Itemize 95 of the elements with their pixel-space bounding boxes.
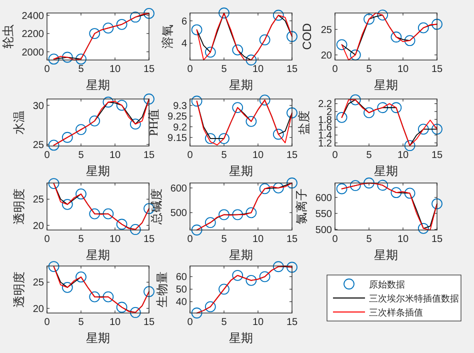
x-tick-label: 15 xyxy=(431,150,443,161)
x-tick-label: 0 xyxy=(44,150,50,161)
y-tick-label: 500 xyxy=(170,208,188,220)
y-tick-label: 500 xyxy=(315,224,332,236)
x-tick-label: 0 xyxy=(332,150,338,161)
x-tick-label: 10 xyxy=(109,317,121,328)
x-tick-label: 10 xyxy=(109,64,121,75)
y-tick-label: 1.2 xyxy=(318,138,332,150)
y-tick-label: 25 xyxy=(32,140,44,151)
x-axis-title: 星期 xyxy=(86,248,110,262)
x-tick-label: 15 xyxy=(286,317,298,328)
y-tick-label: 600 xyxy=(315,192,332,204)
x-axis-title: 星期 xyxy=(229,78,253,92)
x-tick-label: 10 xyxy=(252,64,264,75)
x-tick-label: 15 xyxy=(431,64,443,75)
x-tick-label: 10 xyxy=(109,150,121,161)
y-axis-title: 溶氧 xyxy=(160,24,174,48)
x-tick-label: 10 xyxy=(397,64,409,75)
x-tick-label: 0 xyxy=(187,234,194,245)
x-tick-label: 5 xyxy=(366,64,372,75)
x-tick-label: 15 xyxy=(286,64,298,75)
y-tick-label: 40 xyxy=(176,297,188,308)
y-axis-title: 透明度 xyxy=(12,272,26,308)
x-tick-label: 15 xyxy=(286,234,298,245)
y-tick-label: 25 xyxy=(320,24,332,36)
x-tick-label: 0 xyxy=(187,317,194,328)
x-axis-title: 星期 xyxy=(86,78,110,92)
y-tick-label: 20 xyxy=(320,50,332,62)
x-tick-label: 10 xyxy=(252,150,264,161)
y-axis-title: 生物量 xyxy=(154,272,169,308)
y-tick-label: 20 xyxy=(32,220,44,232)
y-tick-label: 30 xyxy=(32,100,44,112)
x-axis-title: 星期 xyxy=(229,331,253,345)
x-tick-label: 5 xyxy=(366,150,372,161)
y-tick-label: 50 xyxy=(176,284,188,296)
x-tick-label: 10 xyxy=(252,317,264,328)
y-tick-label: 60 xyxy=(176,272,188,284)
x-tick-label: 10 xyxy=(252,234,264,245)
y-axis-title: 总碱度 xyxy=(149,188,164,226)
y-tick-label: 550 xyxy=(315,208,332,220)
x-axis-title: 星期 xyxy=(86,164,110,178)
x-axis-title: 星期 xyxy=(229,248,253,262)
x-axis-title: 星期 xyxy=(229,164,253,178)
x-tick-label: 0 xyxy=(187,150,194,161)
x-tick-label: 15 xyxy=(143,64,155,75)
y-tick-label: 2000 xyxy=(22,47,44,58)
y-tick-label: 6 xyxy=(181,16,188,28)
x-tick-label: 0 xyxy=(187,64,194,75)
x-tick-label: 0 xyxy=(332,234,338,245)
x-tick-label: 0 xyxy=(44,234,50,245)
y-tick-label: 9.3 xyxy=(173,100,188,112)
y-tick-label: 2200 xyxy=(22,29,44,40)
x-tick-label: 10 xyxy=(397,150,409,161)
x-tick-label: 10 xyxy=(109,234,121,245)
x-axis-title: 星期 xyxy=(86,331,110,345)
y-axis-title: COD xyxy=(300,22,314,50)
x-tick-label: 15 xyxy=(431,234,443,245)
x-tick-label: 5 xyxy=(78,317,84,328)
y-tick-label: 25 xyxy=(32,278,44,289)
x-tick-label: 15 xyxy=(143,234,155,245)
y-tick-label: 9.25 xyxy=(168,112,188,123)
y-axis-title: 轮虫 xyxy=(0,24,15,48)
x-axis-title: 星期 xyxy=(374,248,398,262)
x-tick-label: 5 xyxy=(221,150,228,161)
x-tick-label: 0 xyxy=(332,64,338,75)
x-tick-label: 0 xyxy=(44,317,50,328)
y-tick-label: 4 xyxy=(181,38,188,50)
x-tick-label: 0 xyxy=(44,64,50,75)
y-axis-title: 盐度 xyxy=(297,110,312,134)
y-axis-title: PH值 xyxy=(146,108,161,136)
x-tick-label: 5 xyxy=(221,234,228,245)
x-tick-label: 5 xyxy=(366,234,372,245)
x-tick-label: 5 xyxy=(221,317,228,328)
legend-label: 三次样条插值 xyxy=(369,308,423,318)
y-tick-label: 2400 xyxy=(22,10,44,22)
y-tick-label: 25 xyxy=(32,194,44,206)
x-axis-title: 星期 xyxy=(374,78,398,92)
y-axis-title: 透明度 xyxy=(12,188,26,224)
x-tick-label: 5 xyxy=(78,150,84,161)
x-axis-title: 星期 xyxy=(374,164,398,178)
y-tick-label: 20 xyxy=(32,304,44,315)
y-axis-title: 氯离子 xyxy=(294,188,308,224)
x-tick-label: 10 xyxy=(397,234,409,245)
x-tick-label: 15 xyxy=(286,150,298,161)
x-tick-label: 15 xyxy=(143,317,155,328)
x-tick-label: 5 xyxy=(78,64,84,75)
y-tick-label: 600 xyxy=(170,183,188,194)
x-tick-label: 5 xyxy=(78,234,84,245)
x-tick-label: 5 xyxy=(221,64,228,75)
legend-label: 三次埃尔米特插值数据 xyxy=(369,294,459,304)
y-axis-title: 水温 xyxy=(12,110,26,134)
legend-label: 原始数据 xyxy=(369,280,405,290)
x-tick-label: 15 xyxy=(143,150,155,161)
y-tick-label: 9.15 xyxy=(168,132,188,144)
y-tick-label: 9.2 xyxy=(173,122,188,134)
